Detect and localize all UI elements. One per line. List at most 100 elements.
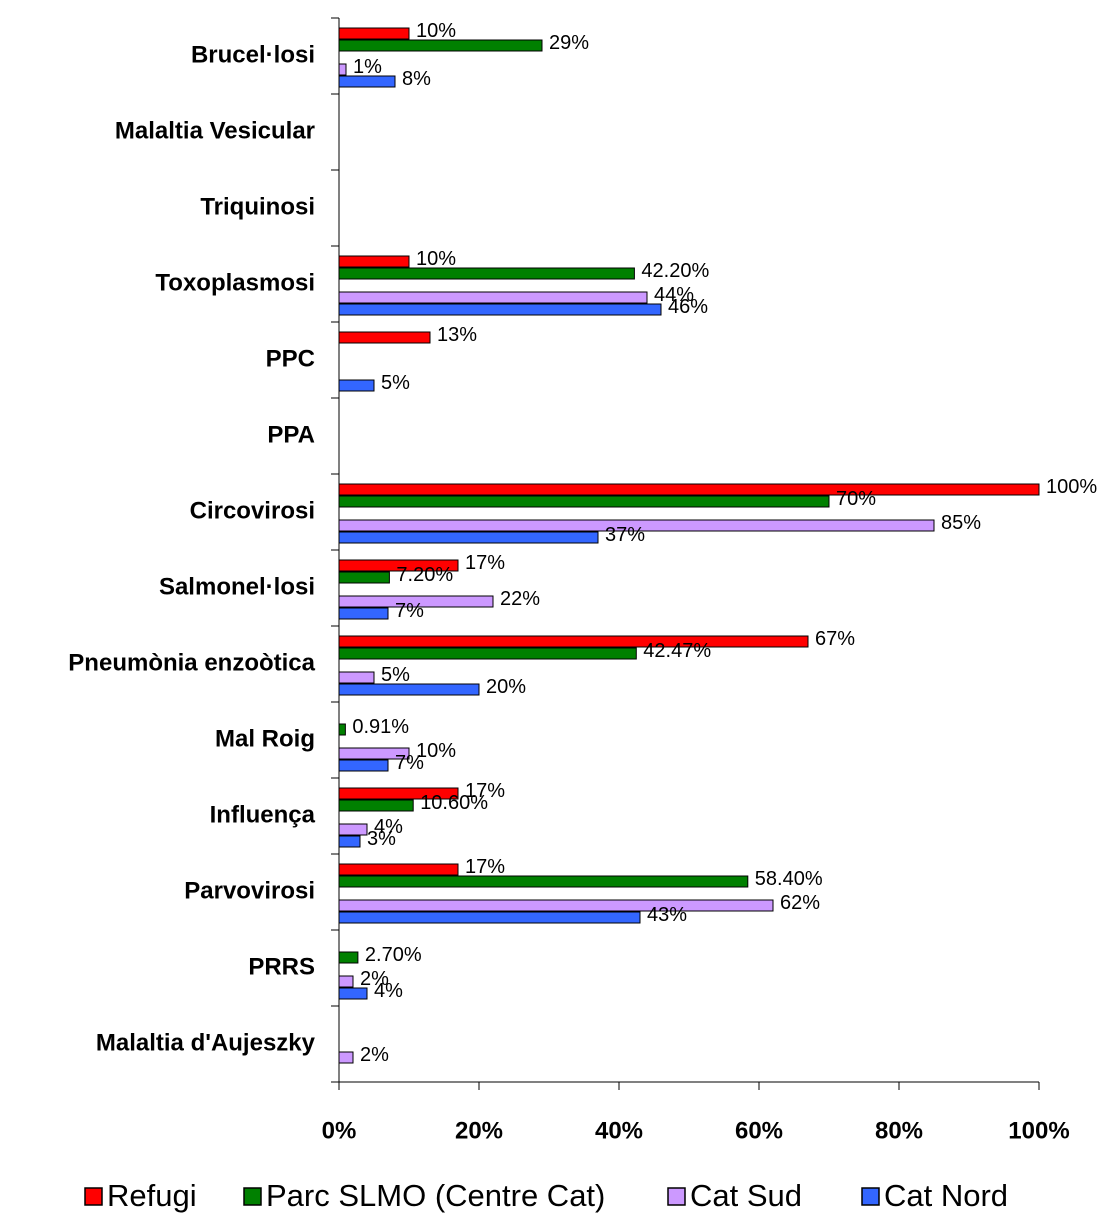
legend-label: Parc SLMO (Centre Cat) bbox=[266, 1178, 605, 1213]
bar bbox=[338, 39, 543, 52]
value-label: 2.70% bbox=[365, 944, 422, 966]
bar bbox=[338, 987, 368, 1000]
bar bbox=[338, 571, 390, 584]
bar bbox=[338, 799, 414, 812]
bar bbox=[338, 635, 809, 648]
bar bbox=[338, 559, 459, 572]
bar bbox=[338, 495, 830, 508]
category-label: Triquinosi bbox=[200, 193, 315, 220]
bar bbox=[338, 331, 431, 344]
bar bbox=[338, 379, 375, 392]
value-label: 0.91% bbox=[352, 716, 409, 738]
legend-label: Cat Nord bbox=[884, 1178, 1008, 1213]
value-label: 10% bbox=[416, 20, 456, 42]
value-label: 10.60% bbox=[420, 792, 488, 814]
legend-swatch bbox=[861, 1187, 880, 1206]
bar bbox=[338, 951, 359, 964]
x-tick-label: 20% bbox=[455, 1117, 503, 1144]
value-label: 62% bbox=[780, 892, 820, 914]
value-label: 4% bbox=[374, 816, 403, 838]
value-label: 2% bbox=[360, 968, 389, 990]
x-tick-label: 40% bbox=[595, 1117, 643, 1144]
value-label: 7% bbox=[395, 752, 424, 774]
category-label: PPA bbox=[267, 421, 315, 448]
category-label: Salmonel·losi bbox=[159, 573, 315, 600]
bar bbox=[338, 647, 637, 660]
bar bbox=[338, 595, 494, 608]
bar bbox=[338, 75, 396, 88]
bar bbox=[338, 671, 375, 684]
bar bbox=[338, 911, 641, 924]
bar bbox=[338, 1051, 354, 1064]
bar bbox=[338, 267, 635, 280]
category-label: Parvovirosi bbox=[184, 877, 315, 904]
bar bbox=[338, 759, 389, 772]
bar bbox=[338, 607, 389, 620]
category-label: Mal Roig bbox=[215, 725, 315, 752]
bar bbox=[338, 723, 346, 736]
category-label: PPC bbox=[266, 345, 315, 372]
value-label: 20% bbox=[486, 676, 526, 698]
value-label: 5% bbox=[381, 664, 410, 686]
value-label: 17% bbox=[465, 780, 505, 802]
category-label: Circovirosi bbox=[190, 497, 315, 524]
bar bbox=[338, 531, 599, 544]
value-label: 85% bbox=[941, 512, 981, 534]
legend-swatch bbox=[84, 1187, 103, 1206]
bar bbox=[338, 255, 410, 268]
value-label: 29% bbox=[549, 32, 589, 54]
bar bbox=[338, 975, 354, 988]
value-label: 10% bbox=[416, 740, 456, 762]
value-label: 13% bbox=[437, 324, 477, 346]
value-label: 7% bbox=[395, 600, 424, 622]
category-label: Brucel·losi bbox=[191, 41, 315, 68]
category-label: PRRS bbox=[248, 953, 315, 980]
bar bbox=[338, 899, 774, 912]
value-label: 5% bbox=[381, 372, 410, 394]
value-label: 42.20% bbox=[641, 260, 709, 282]
bar bbox=[338, 519, 935, 532]
x-tick-label: 60% bbox=[735, 1117, 783, 1144]
bar bbox=[338, 683, 480, 696]
legend-swatch bbox=[667, 1187, 686, 1206]
value-label: 10% bbox=[416, 248, 456, 270]
value-label: 17% bbox=[465, 552, 505, 574]
value-label: 46% bbox=[668, 296, 708, 318]
value-label: 67% bbox=[815, 628, 855, 650]
category-label: Malaltia Vesicular bbox=[115, 117, 315, 144]
bar bbox=[338, 27, 410, 40]
category-label: Malaltia d'Aujeszky bbox=[96, 1029, 316, 1056]
value-label: 58.40% bbox=[755, 868, 823, 890]
value-label: 8% bbox=[402, 68, 431, 90]
category-label: Toxoplasmosi bbox=[155, 269, 315, 296]
bar bbox=[338, 747, 410, 760]
value-label: 44% bbox=[654, 284, 694, 306]
value-label: 17% bbox=[465, 856, 505, 878]
legend-label: Cat Sud bbox=[690, 1178, 802, 1213]
value-label: 1% bbox=[353, 56, 382, 78]
value-label: 3% bbox=[367, 828, 396, 850]
value-label: 7.20% bbox=[396, 564, 453, 586]
value-label: 22% bbox=[500, 588, 540, 610]
value-label: 100% bbox=[1046, 476, 1097, 498]
value-label: 70% bbox=[836, 488, 876, 510]
value-label: 42.47% bbox=[643, 640, 711, 662]
value-label: 37% bbox=[605, 524, 645, 546]
category-label: Influença bbox=[210, 801, 316, 828]
bar bbox=[338, 875, 749, 888]
x-tick-label: 100% bbox=[1008, 1117, 1069, 1144]
bar bbox=[338, 483, 1040, 496]
legend-swatch bbox=[243, 1187, 262, 1206]
legend-label: Refugi bbox=[107, 1178, 197, 1213]
value-label: 43% bbox=[647, 904, 687, 926]
category-label: Pneumònia enzoòtica bbox=[68, 649, 315, 676]
bar bbox=[338, 291, 648, 304]
bar bbox=[338, 823, 368, 836]
bar bbox=[338, 303, 662, 316]
bar bbox=[338, 863, 459, 876]
bar bbox=[338, 787, 459, 800]
value-label: 4% bbox=[374, 980, 403, 1002]
bar bbox=[338, 63, 347, 76]
x-tick-label: 0% bbox=[322, 1117, 357, 1144]
